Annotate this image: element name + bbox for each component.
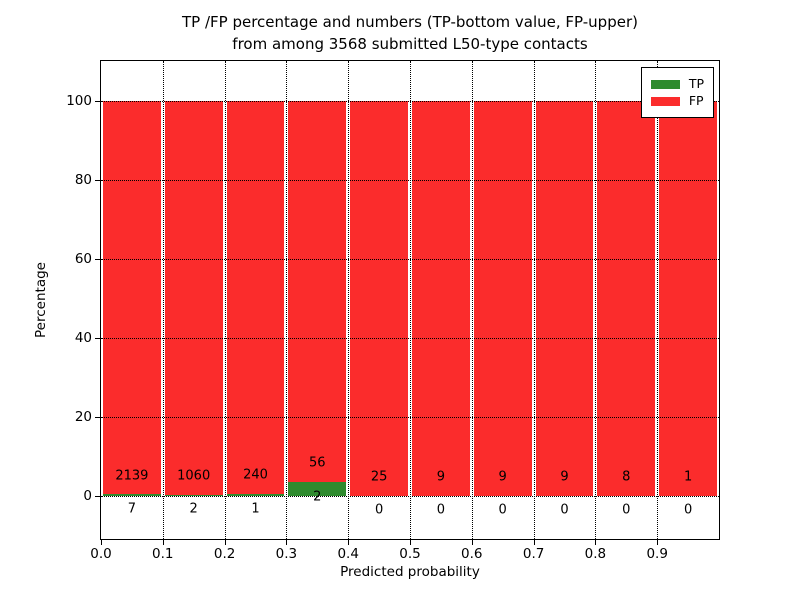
x-tick-label: 0.1: [152, 546, 174, 562]
x-tick: [471, 540, 473, 545]
y-tick-label: 60: [74, 250, 92, 267]
fp-count-label: 9: [498, 469, 507, 485]
fp-swatch-icon: [650, 96, 680, 106]
grid-line-v: [224, 61, 226, 539]
bar-fp: [597, 100, 656, 496]
x-tick: [162, 540, 164, 545]
x-tick-label: 0.4: [337, 546, 359, 562]
x-tick-label: 0.2: [213, 546, 236, 562]
legend-label-fp: FP: [688, 93, 704, 108]
fp-count-label: 2139: [115, 468, 149, 484]
y-tick: [95, 179, 100, 181]
grid-line-h: [101, 337, 719, 339]
y-axis-label: Percentage: [33, 262, 49, 338]
tp-count-label: 1: [251, 501, 260, 517]
x-tick: [224, 540, 226, 545]
y-tick: [95, 495, 100, 497]
fp-count-label: 9: [560, 469, 569, 485]
tp-count-label: 0: [436, 502, 446, 518]
fp-count-label: 240: [243, 467, 268, 483]
x-tick-label: 0.8: [584, 546, 607, 562]
bar-fp: [535, 100, 594, 496]
y-tick: [95, 100, 100, 102]
chart-title-line2: from among 3568 submitted L50-type conta…: [232, 35, 588, 53]
x-tick: [348, 540, 350, 545]
bar-fp: [164, 100, 223, 495]
tp-count-label: 2: [313, 489, 322, 505]
y-tick-label: 20: [74, 408, 92, 425]
bar-tp: [164, 494, 223, 496]
fp-count-label: 8: [622, 469, 631, 485]
x-tick: [286, 540, 288, 545]
bar-fp: [288, 100, 347, 482]
bar-tp: [103, 494, 161, 496]
grid-line-v: [286, 61, 288, 539]
tp-count-label: 0: [498, 502, 507, 518]
grid-line-v: [410, 61, 411, 539]
x-tick: [657, 540, 659, 545]
grid-line-h: [101, 100, 719, 102]
y-tick-label: 40: [74, 329, 92, 346]
grid-line-h: [101, 416, 719, 418]
x-axis-label: Predicted probability: [340, 564, 480, 580]
legend: TP FP: [640, 67, 714, 118]
y-tick: [95, 258, 100, 260]
x-tick-label: 0.9: [646, 546, 668, 562]
x-tick: [595, 540, 597, 545]
x-tick-label: 0.7: [522, 546, 545, 562]
grid-line-v: [533, 61, 535, 539]
fp-count-label: 9: [436, 469, 446, 485]
x-tick-label: 0.3: [275, 546, 298, 562]
x-tick-label: 0.6: [461, 546, 483, 562]
bar-fp: [659, 100, 717, 496]
tp-count-label: 2: [189, 501, 198, 517]
bar-tp: [288, 481, 347, 496]
y-tick-label: 80: [74, 171, 92, 188]
legend-item-tp: TP: [650, 76, 704, 91]
y-tick: [95, 337, 100, 339]
tp-count-label: 0: [683, 502, 693, 518]
x-tick: [410, 540, 411, 545]
plot-area: 2139 7 1060 2 240 1 56 2 25 0 9 0 9 0 9 0 8 0 1 0 TP FP: [100, 60, 720, 540]
grid-line-v: [595, 61, 597, 539]
bar-fp: [350, 100, 408, 496]
x-tick-label: 0.0: [90, 546, 112, 562]
bar-fp: [473, 100, 532, 496]
tp-count-label: 0: [622, 502, 631, 518]
grid-line-v: [348, 61, 350, 539]
chart-title-line1: TP /FP percentage and numbers (TP-bottom…: [182, 13, 638, 31]
grid-line-v: [471, 61, 473, 539]
tp-count-label: 0: [374, 502, 384, 518]
y-tick-label: 100: [66, 92, 92, 109]
x-tick: [101, 540, 102, 545]
grid-line-v: [657, 61, 659, 539]
legend-item-fp: FP: [650, 93, 704, 108]
grid-line-v: [162, 61, 164, 539]
chart-title: TP /FP percentage and numbers (TP-bottom…: [100, 11, 720, 55]
fp-count-label: 56: [309, 455, 326, 471]
grid-line-h: [101, 495, 719, 497]
legend-label-tp: TP: [688, 76, 704, 91]
bar-tp: [226, 493, 285, 496]
tp-count-label: 0: [560, 502, 569, 518]
fp-count-label: 25: [370, 469, 388, 485]
grid-line-h: [101, 179, 719, 181]
tp-swatch-icon: [650, 79, 680, 89]
grid-line-h: [101, 258, 719, 260]
y-tick: [95, 416, 100, 418]
bar-fp: [412, 100, 470, 496]
tp-count-label: 7: [127, 501, 137, 517]
fp-count-label: 1060: [177, 468, 211, 484]
bar-fp: [226, 100, 285, 494]
fp-count-label: 1: [683, 469, 693, 485]
x-tick: [533, 540, 535, 545]
bar-fp: [103, 100, 161, 495]
y-tick-label: 0: [83, 487, 92, 504]
x-tick-label: 0.5: [399, 546, 421, 562]
